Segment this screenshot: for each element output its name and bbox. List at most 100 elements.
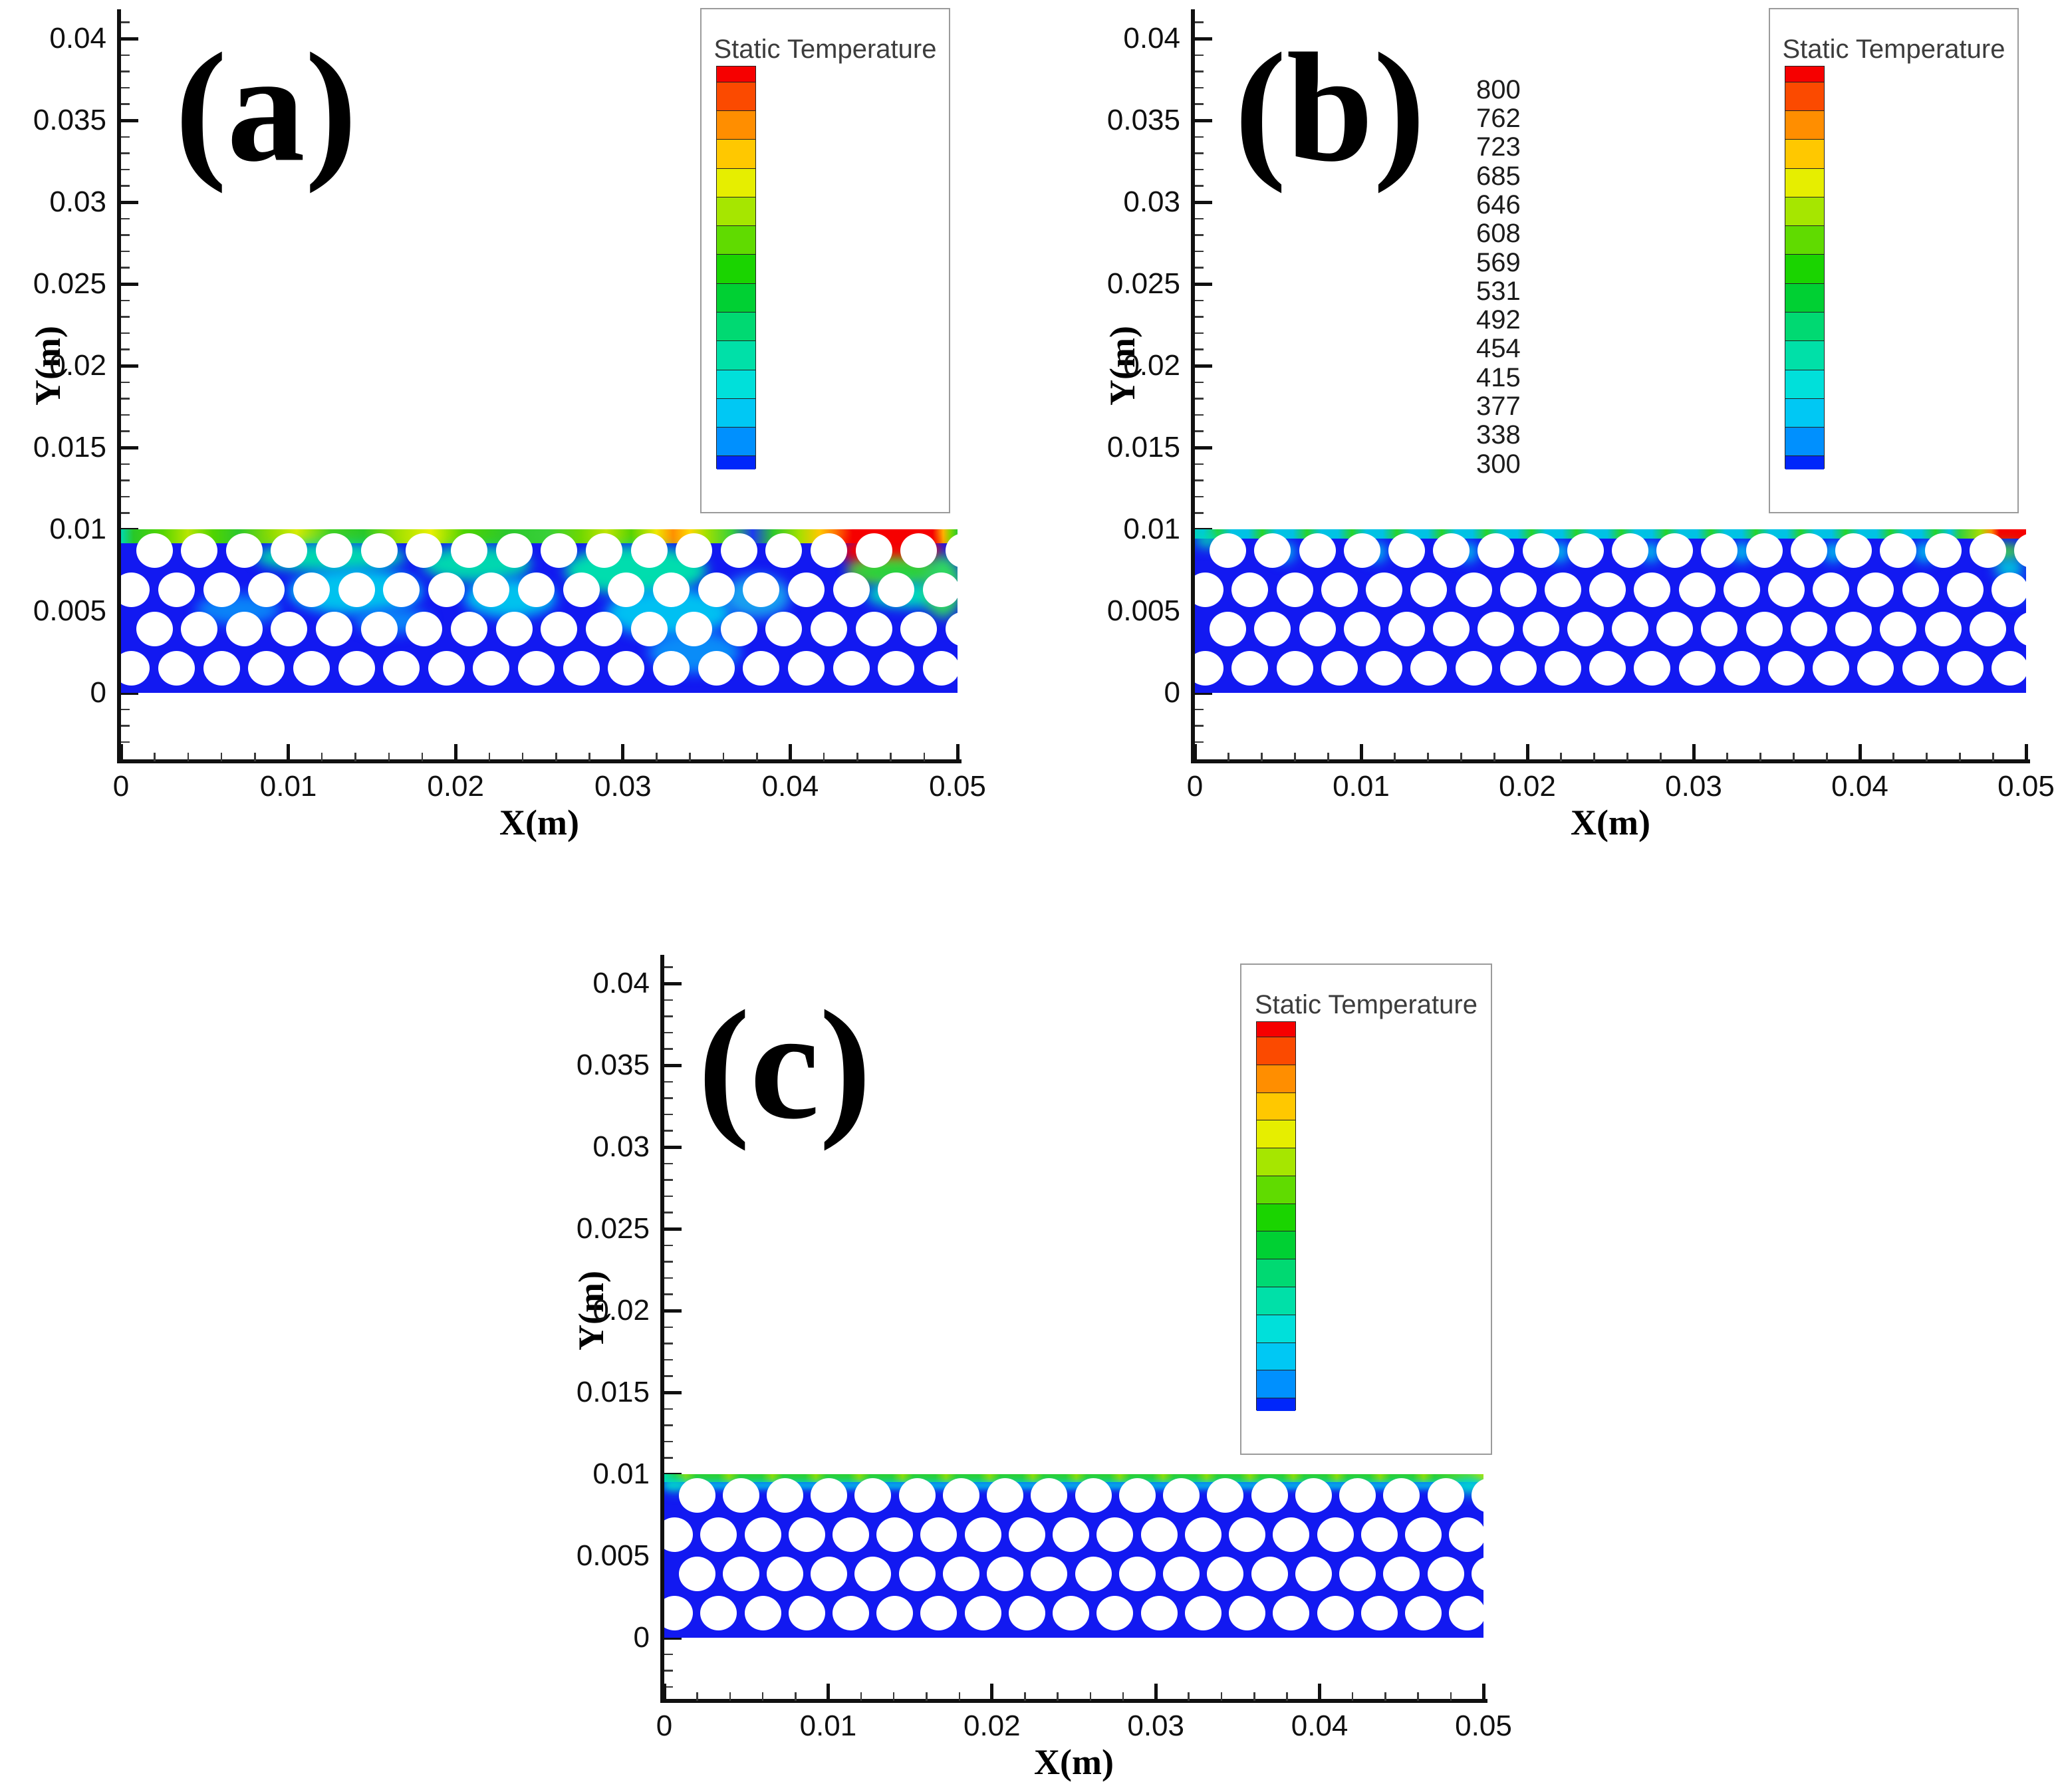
y-tick-label: 0	[1164, 676, 1180, 709]
particle-circle	[630, 612, 668, 646]
x-major-tick	[826, 1684, 830, 1701]
y-major-tick	[664, 981, 682, 985]
particle-circle	[1273, 1517, 1310, 1552]
particle-circle	[1366, 573, 1403, 607]
particle-circle	[585, 612, 622, 646]
legend-title: Static Temperature	[1255, 990, 1478, 1019]
particle-circle	[181, 612, 218, 646]
x-minor-tick	[890, 753, 892, 761]
y-axis-line	[660, 955, 664, 1701]
y-tick-label: 0.01	[49, 513, 106, 545]
particle-circle	[450, 533, 487, 568]
particle-circle	[833, 1517, 869, 1552]
particle-circle	[920, 1517, 958, 1552]
particle-circle	[608, 573, 645, 607]
particle-circle	[181, 533, 218, 568]
y-minor-tick	[121, 381, 130, 384]
colorbar-level-label: 338	[1476, 420, 1521, 450]
y-minor-tick	[1195, 332, 1204, 334]
particle-circle	[878, 651, 915, 686]
x-major-tick	[119, 744, 123, 761]
particle-circle	[608, 651, 645, 686]
particle-circle	[1140, 1596, 1178, 1630]
particle-circle	[541, 533, 578, 568]
temperature-plume	[664, 1477, 685, 1491]
particle-circle	[1276, 573, 1313, 607]
x-major-tick	[287, 744, 291, 761]
y-minor-tick	[1195, 725, 1204, 727]
particle-circle	[765, 612, 803, 646]
y-minor-tick	[1195, 398, 1204, 400]
colorbar-band	[1257, 1204, 1295, 1232]
particle-circle	[1184, 1596, 1221, 1630]
particle-circle	[1118, 1478, 1156, 1513]
particle-circle	[1589, 573, 1626, 607]
y-tick-label: 0.035	[576, 1049, 650, 1081]
x-axis-line	[1191, 759, 2030, 763]
y-minor-tick	[664, 1081, 673, 1083]
y-tick-label: 0.015	[576, 1376, 650, 1408]
particle-circle	[1567, 533, 1604, 568]
particle-circle	[360, 612, 398, 646]
y-tick-label: 0.04	[1123, 22, 1180, 55]
colorbar-band	[717, 398, 755, 428]
particle-circle	[1902, 651, 1939, 686]
particle-circle	[2013, 533, 2026, 568]
particle-circle	[1231, 573, 1269, 607]
particle-circle	[1118, 1557, 1156, 1591]
particle-circle	[1745, 612, 1783, 646]
particle-circle	[1276, 651, 1313, 686]
particle-circle	[898, 1557, 936, 1591]
x-tick-label: 0.04	[1291, 1710, 1349, 1742]
particle-circle	[743, 651, 780, 686]
y-major-tick	[664, 1390, 682, 1394]
particle-circle	[158, 573, 195, 607]
particle-circle	[1075, 1478, 1112, 1513]
panel-a-label: (a)	[174, 21, 358, 194]
particle-circle	[1835, 612, 1872, 646]
particle-circle	[1321, 573, 1358, 607]
particle-circle	[473, 573, 510, 607]
colorbar-band	[717, 226, 755, 255]
y-major-tick	[121, 364, 138, 368]
y-minor-tick	[1195, 250, 1204, 253]
particle-circle	[720, 533, 757, 568]
particle-circle	[1251, 1557, 1288, 1591]
particle-circle	[1299, 612, 1336, 646]
particle-circle	[1433, 533, 1470, 568]
x-minor-tick	[488, 753, 491, 761]
y-minor-tick	[121, 217, 130, 220]
particle-circle	[1343, 612, 1380, 646]
x-major-tick	[1481, 1684, 1485, 1701]
particle-circle	[225, 533, 263, 568]
particle-circle	[1991, 651, 2026, 686]
y-major-tick	[1195, 446, 1212, 449]
x-tick-label: 0.05	[929, 770, 986, 803]
y-major-tick	[121, 446, 138, 449]
particle-circle	[1343, 533, 1380, 568]
particle-circle	[360, 533, 398, 568]
colorbar-band	[1257, 1315, 1295, 1343]
particle-circle	[664, 1596, 694, 1630]
x-axis-title: X(m)	[1571, 803, 1650, 842]
particle-circle	[203, 651, 240, 686]
particle-circle	[945, 612, 958, 646]
particle-circle	[1813, 651, 1850, 686]
x-minor-tick	[421, 753, 424, 761]
x-minor-tick	[1726, 753, 1728, 761]
particle-circle	[1410, 651, 1448, 686]
y-tick-label: 0.025	[576, 1212, 650, 1245]
colorbar-level-label: 569	[1476, 247, 1521, 277]
x-major-tick	[2024, 744, 2028, 761]
particle-circle	[1273, 1596, 1310, 1630]
particle-circle	[1449, 1517, 1483, 1552]
y-minor-tick	[1195, 70, 1204, 72]
y-major-tick	[121, 200, 138, 204]
x-major-tick	[453, 744, 457, 761]
particle-circle	[1745, 533, 1783, 568]
particle-circle	[1522, 533, 1559, 568]
y-major-tick	[664, 1636, 682, 1640]
particle-circle	[1383, 1478, 1420, 1513]
